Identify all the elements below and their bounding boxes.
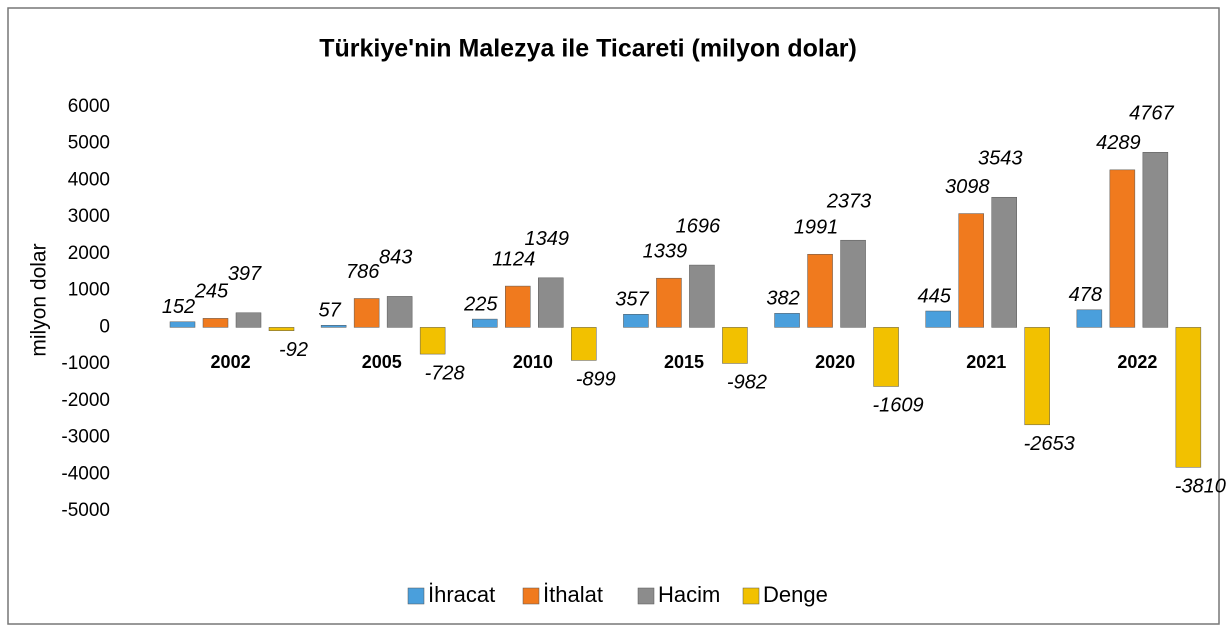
bar xyxy=(538,277,564,328)
legend-marker xyxy=(407,587,425,605)
data-label: -1609 xyxy=(872,395,923,417)
bar xyxy=(840,239,866,328)
x-tick-label: 2010 xyxy=(513,352,553,372)
bar xyxy=(958,213,984,328)
x-tick-label: 2022 xyxy=(1117,352,1157,372)
bar xyxy=(807,253,833,328)
bar xyxy=(571,327,597,361)
data-label: -2653 xyxy=(1024,433,1075,455)
data-label: 1991 xyxy=(794,217,839,239)
bar xyxy=(1076,309,1103,328)
bar xyxy=(320,325,347,328)
bar xyxy=(873,327,899,387)
data-label: 445 xyxy=(918,285,952,307)
data-label: 4767 xyxy=(1129,103,1174,125)
data-label: 1124 xyxy=(492,248,535,270)
y-tick-label: 3000 xyxy=(68,206,110,227)
data-label: -899 xyxy=(576,369,616,391)
data-label: 397 xyxy=(228,263,262,285)
data-label: 382 xyxy=(766,288,799,310)
data-label: 1339 xyxy=(643,240,688,262)
chart-title: Türkiye'nin Malezya ile Ticareti (milyon… xyxy=(319,35,857,63)
y-tick-label: -3000 xyxy=(61,427,110,448)
bar xyxy=(169,321,196,328)
legend-label: İhracat xyxy=(428,582,495,607)
data-label: -92 xyxy=(279,339,308,361)
data-label: -982 xyxy=(727,372,767,394)
bar xyxy=(656,277,682,328)
bar xyxy=(202,318,229,328)
legend-label: Denge xyxy=(763,582,828,607)
x-tick-label: 2005 xyxy=(362,352,402,372)
legend-marker xyxy=(522,587,540,605)
y-tick-label: -2000 xyxy=(61,390,110,411)
bar xyxy=(623,314,649,328)
x-tick-label: 2015 xyxy=(664,352,704,372)
data-label: 1696 xyxy=(676,215,721,237)
y-tick-label: -1000 xyxy=(61,353,110,374)
bar xyxy=(689,264,715,328)
bar xyxy=(774,313,800,328)
bar xyxy=(722,327,748,364)
y-tick-label: -5000 xyxy=(61,500,110,521)
bar xyxy=(419,327,446,355)
data-label: 786 xyxy=(346,261,380,283)
bar xyxy=(505,285,531,328)
y-tick-label: 4000 xyxy=(68,169,110,190)
y-tick-label: 6000 xyxy=(68,96,110,117)
legend-label: Hacim xyxy=(658,582,720,607)
y-tick-label: 5000 xyxy=(68,133,110,154)
legend-label: İthalat xyxy=(543,582,603,607)
data-label: -3810 xyxy=(1175,476,1226,498)
legend-marker xyxy=(742,587,760,605)
data-label: 4289 xyxy=(1096,132,1141,154)
bar xyxy=(1024,327,1050,426)
bar xyxy=(991,196,1017,328)
bar xyxy=(1175,327,1202,468)
bar xyxy=(925,310,951,328)
legend-marker xyxy=(637,587,655,605)
bar xyxy=(386,296,413,328)
bar xyxy=(268,327,295,331)
chart-border xyxy=(7,7,1220,625)
bar xyxy=(353,298,380,328)
y-axis-label: milyon dolar xyxy=(28,243,51,356)
x-tick-label: 2021 xyxy=(966,352,1006,372)
data-label: 225 xyxy=(463,293,498,315)
data-label: 152 xyxy=(162,296,195,318)
y-tick-label: -4000 xyxy=(61,463,110,484)
x-tick-label: 2020 xyxy=(815,352,855,372)
data-label: 3543 xyxy=(978,148,1023,170)
data-label: 1349 xyxy=(525,228,570,250)
bar xyxy=(1142,152,1169,328)
x-tick-label: 2002 xyxy=(211,352,251,372)
data-label: 2373 xyxy=(826,190,872,212)
y-tick-label: 0 xyxy=(99,316,110,337)
y-tick-label: 1000 xyxy=(68,280,110,301)
data-label: 843 xyxy=(379,247,412,269)
y-tick-label: 2000 xyxy=(68,243,110,264)
bar xyxy=(1109,169,1136,328)
data-label: 57 xyxy=(319,300,342,322)
data-label: 478 xyxy=(1069,284,1102,306)
data-label: 3098 xyxy=(945,176,990,198)
data-label: 245 xyxy=(194,281,229,303)
data-label: -728 xyxy=(425,362,465,384)
bar xyxy=(235,312,262,328)
data-label: 357 xyxy=(615,289,649,311)
bar xyxy=(472,318,498,328)
